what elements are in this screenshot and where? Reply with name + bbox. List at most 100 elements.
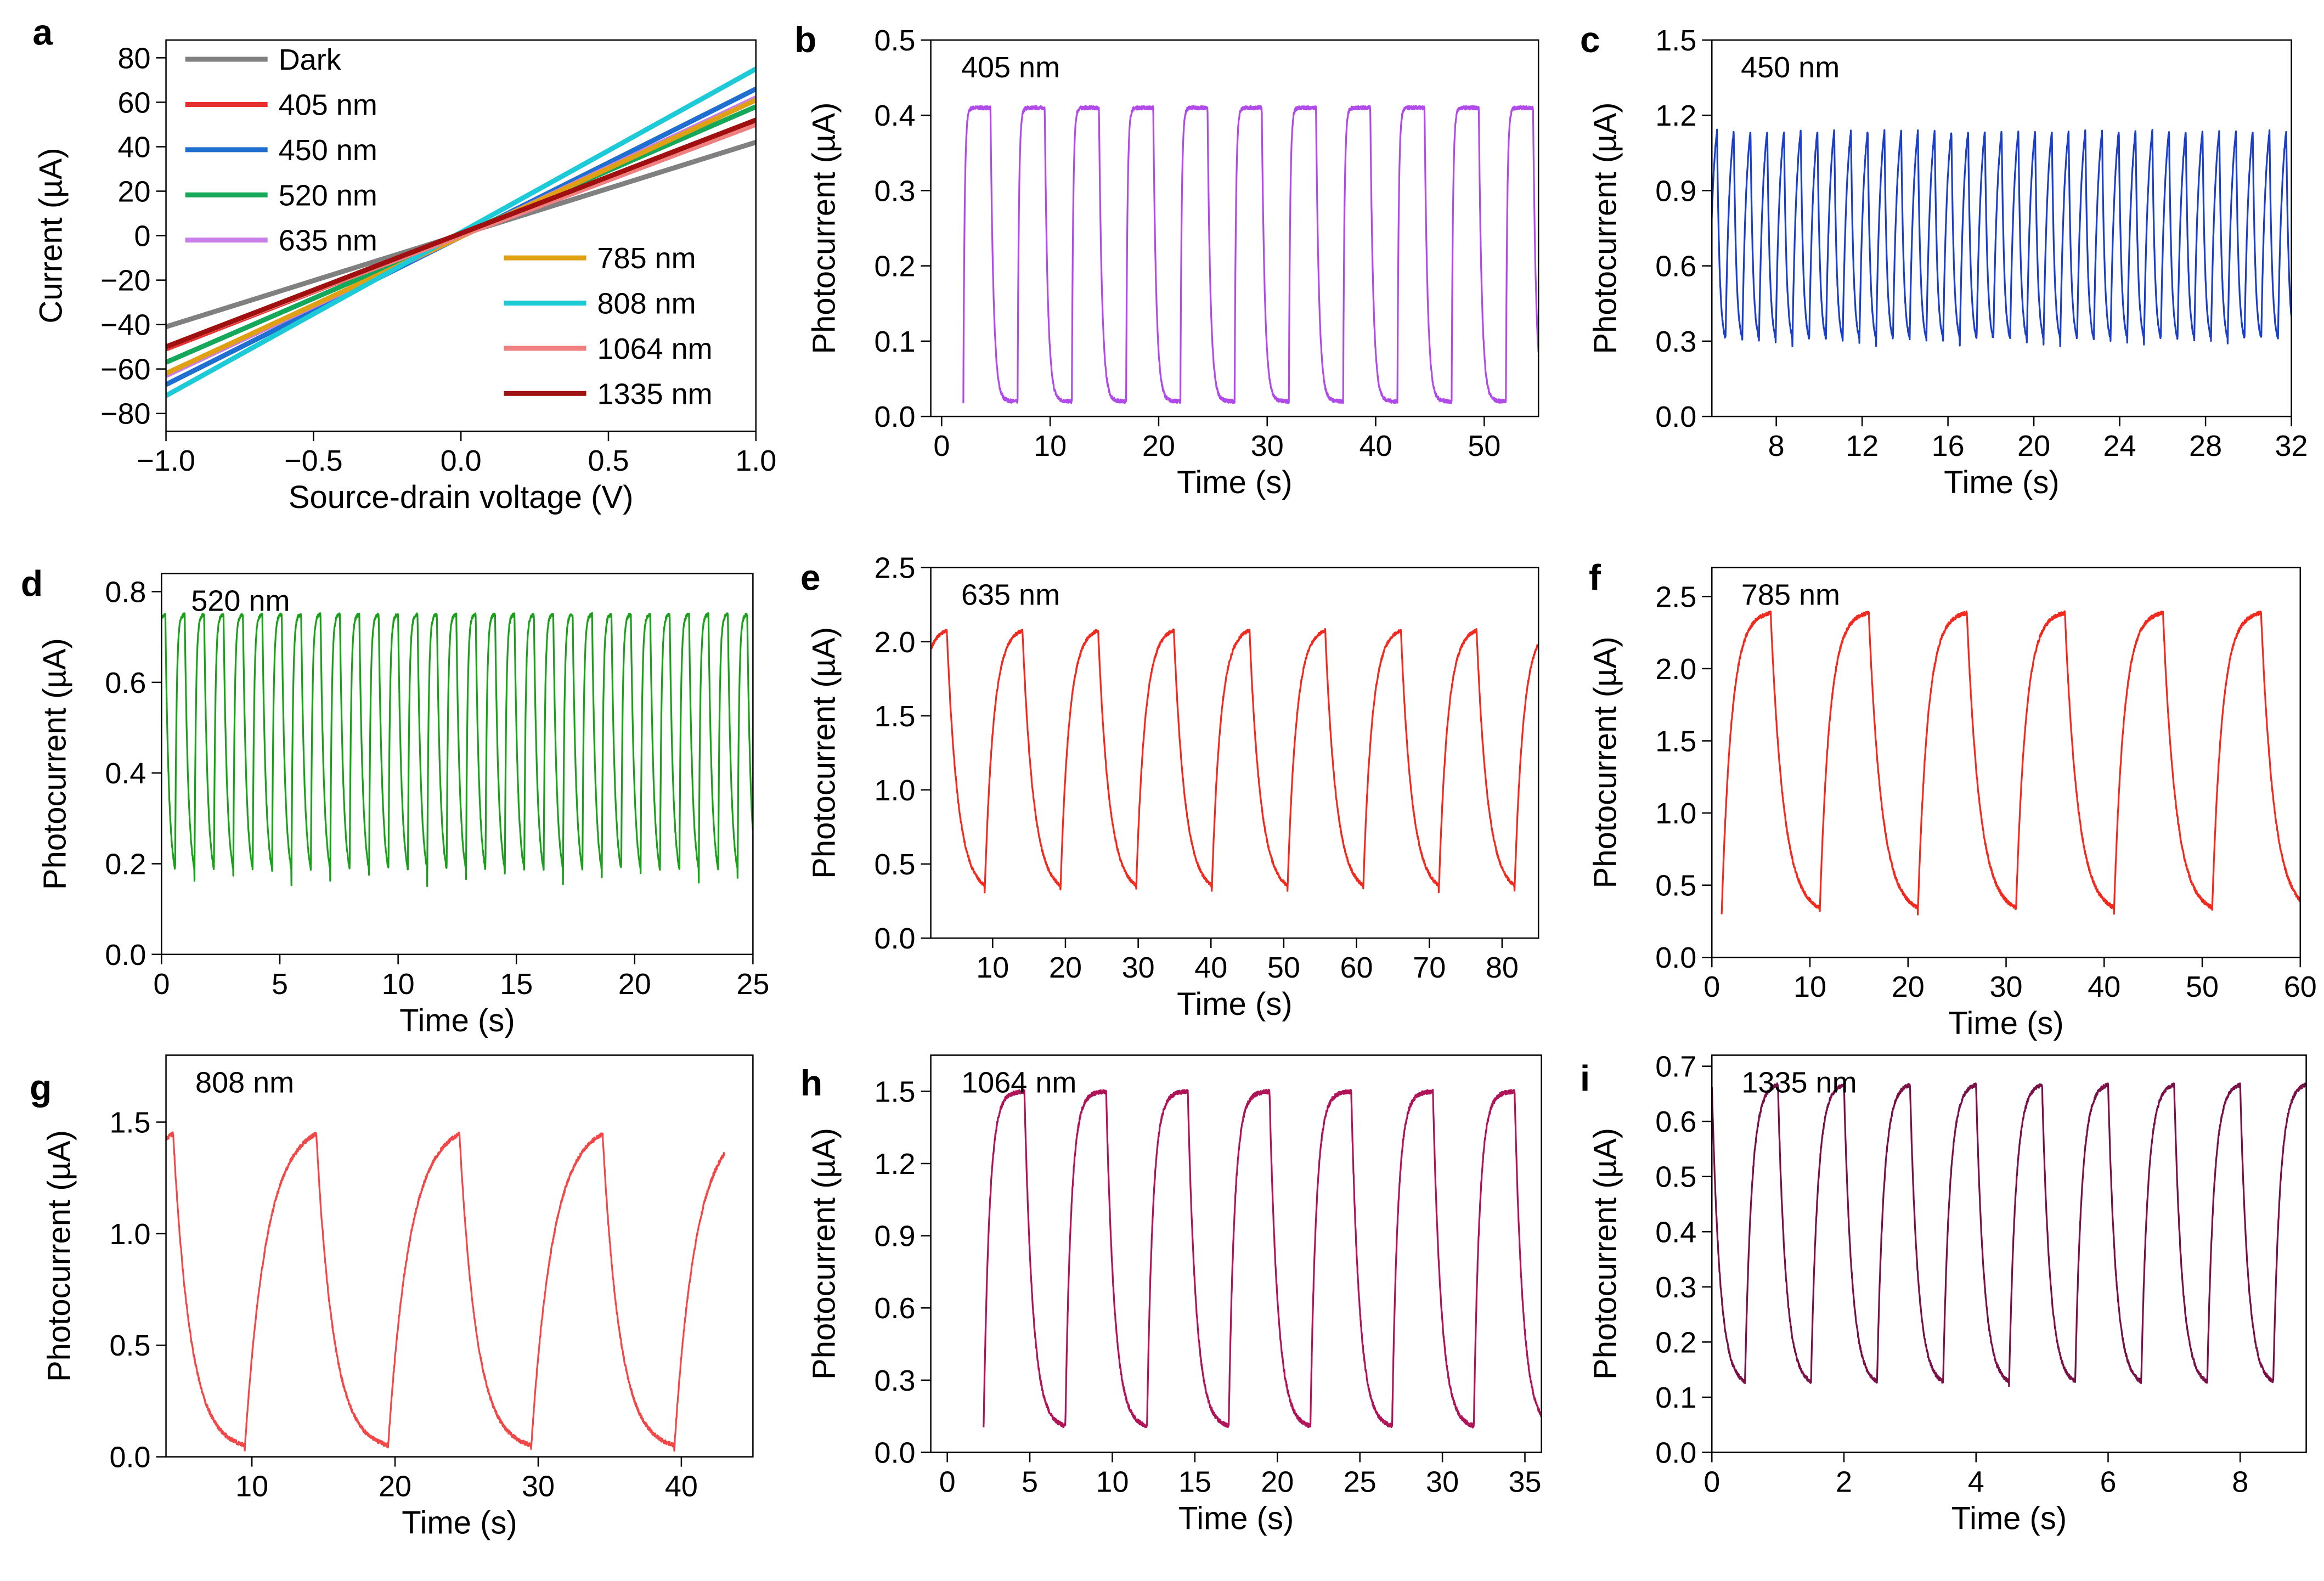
legend-label-3: 520 nm	[279, 179, 377, 212]
y-tick-label-c: 0.0	[1655, 400, 1696, 433]
x-tick-label-e: 80	[1486, 951, 1519, 984]
panel-letter-g: g	[30, 1067, 52, 1108]
panel-letter-c: c	[1580, 19, 1600, 60]
legend-label-8: 1335 nm	[597, 377, 713, 410]
y-tick-label-a: 40	[117, 131, 150, 163]
x-tick-label-a: −0.5	[284, 444, 343, 477]
x-tick-label-i: 4	[1968, 1466, 1984, 1499]
y-tick-label-i: 0.6	[1655, 1105, 1696, 1138]
y-tick-label-a: −80	[100, 398, 151, 431]
x-tick-label-h: 25	[1344, 1466, 1377, 1499]
x-tick-label-d: 25	[736, 968, 769, 1001]
y-tick-label-i: 0.3	[1655, 1271, 1696, 1304]
x-tick-label-d: 15	[500, 968, 533, 1001]
y-tick-label-g: 1.5	[109, 1106, 150, 1139]
x-tick-label-e: 60	[1340, 951, 1373, 984]
y-tick-label-i: 0.2	[1655, 1326, 1696, 1359]
y-tick-label-e: 1.5	[874, 700, 915, 733]
y-tick-label-a: 20	[117, 175, 150, 208]
x-tick-label-g: 10	[235, 1470, 268, 1503]
y-axis-label-g: Photocurrent (µA)	[42, 1130, 77, 1382]
y-tick-label-e: 0.5	[874, 848, 915, 881]
x-tick-label-f: 10	[1793, 970, 1826, 1003]
x-tick-label-c: 24	[2103, 430, 2136, 462]
y-tick-label-f: 1.0	[1655, 797, 1696, 830]
x-tick-label-d: 0	[153, 968, 170, 1001]
x-axis-label-f: Time (s)	[1948, 1006, 2063, 1041]
plot-area-g	[166, 1131, 725, 1452]
legend-label-7: 1064 nm	[597, 332, 713, 365]
y-tick-label-h: 0.3	[874, 1364, 915, 1397]
x-tick-label-e: 70	[1413, 951, 1446, 984]
x-tick-label-d: 5	[272, 968, 288, 1001]
x-tick-label-b: 30	[1251, 430, 1284, 462]
panel-e: e 635 nm 10 20 30 40 50 60 70 80 0.0 0.5 1.0 1.5 2.0 2.…	[800, 552, 1539, 1022]
legend: Dark 405 nm 450 nm 520 nm 635 nm 785 nm 808 nm…	[185, 43, 713, 410]
y-axis-label-e: Photocurrent (µA)	[806, 627, 842, 879]
axes-frame-d	[161, 573, 754, 956]
x-tick-label-a: 0.0	[441, 444, 482, 477]
photocurrent-trace-h	[983, 1088, 1542, 1428]
photocurrent-trace-e	[930, 628, 1539, 894]
legend-label-2: 450 nm	[279, 134, 377, 167]
x-tick-label-h: 15	[1178, 1466, 1211, 1499]
y-tick-label-f: 1.5	[1655, 725, 1696, 758]
panel-letter-e: e	[800, 557, 821, 598]
photocurrent-trace-b	[962, 105, 1539, 404]
x-tick-label-d: 10	[382, 968, 415, 1001]
x-tick-label-g: 40	[665, 1470, 698, 1503]
y-tick-label-b: 0.2	[874, 250, 915, 283]
panel-h: h 1064 nm 0 5 10 15 20 25 30 35 0.0 0.3 0.6 0.9 1.2 1.5…	[800, 1054, 1542, 1537]
x-tick-label-b: 10	[1034, 430, 1067, 462]
x-tick-label-i: 8	[2232, 1466, 2248, 1499]
y-tick-label-g: 0.5	[109, 1329, 150, 1362]
y-tick-label-h: 0.6	[874, 1292, 915, 1325]
y-tick-label-f: 2.0	[1655, 653, 1696, 686]
legend-label-6: 808 nm	[597, 287, 696, 320]
x-tick-label-g: 20	[379, 1470, 411, 1503]
y-tick-label-d: 0.0	[105, 939, 146, 972]
y-axis-label-c: Photocurrent (µA)	[1587, 103, 1623, 354]
legend-label-4: 635 nm	[279, 224, 377, 257]
y-tick-label-c: 0.6	[1655, 250, 1696, 283]
plot-area-e	[930, 628, 1539, 894]
panel-i: i 1335 nm 0 2 4 6 8 0.0 0.1 0.2 0.3 0.4 0.5 0.6 0.7 Tim…	[1580, 1051, 2307, 1537]
panel-c: c 450 nm 8 12 16 20 24 28 32 0.0 0.3 0.6 0.9 1.2 1.5 Ti…	[1580, 19, 2308, 500]
y-tick-label-c: 1.5	[1655, 24, 1696, 57]
axes-frame-g	[165, 1054, 754, 1458]
x-tick-label-b: 20	[1142, 430, 1175, 462]
x-tick-label-h: 30	[1426, 1466, 1459, 1499]
y-tick-label-a: 60	[117, 86, 150, 119]
wavelength-label-f: 785 nm	[1741, 579, 1840, 612]
y-tick-label-f: 0.0	[1655, 941, 1696, 974]
panel-letter-i: i	[1580, 1058, 1590, 1099]
y-tick-label-a: −20	[100, 264, 151, 297]
plot-area-i	[1712, 1082, 2306, 1387]
x-tick-label-c: 32	[2275, 430, 2308, 462]
legend-label-0: Dark	[279, 43, 342, 76]
x-tick-label-c: 20	[2017, 430, 2050, 462]
x-tick-label-a: −1.0	[137, 444, 195, 477]
x-tick-label-a: 1.0	[735, 444, 776, 477]
x-axis-label-g: Time (s)	[402, 1505, 517, 1541]
y-axis-label-a: Current (µA)	[33, 148, 69, 323]
y-axis-label-h: Photocurrent (µA)	[806, 1128, 842, 1380]
x-tick-label-e: 10	[976, 951, 1009, 984]
x-tick-label-h: 10	[1096, 1466, 1129, 1499]
photocurrent-trace-g	[166, 1131, 725, 1452]
photocurrent-trace-f	[1721, 610, 2300, 916]
y-tick-label-h: 1.5	[874, 1075, 915, 1108]
y-tick-label-f: 2.5	[1655, 580, 1696, 613]
y-tick-label-d: 0.8	[105, 576, 146, 609]
y-tick-label-e: 2.0	[874, 626, 915, 659]
y-tick-label-c: 0.9	[1655, 174, 1696, 207]
y-tick-label-h: 0.9	[874, 1220, 915, 1253]
wavelength-label-h: 1064 nm	[961, 1066, 1076, 1099]
x-tick-label-d: 20	[618, 968, 651, 1001]
plot-area-b	[962, 105, 1539, 404]
x-tick-label-e: 40	[1194, 951, 1227, 984]
photocurrent-trace-i	[1712, 1082, 2306, 1387]
panel-g: g 808 nm 10 20 30 40 0.0 0.5 1.0 1.5 Time (s) Photo…	[30, 1054, 754, 1541]
x-tick-label-i: 6	[2100, 1466, 2116, 1499]
